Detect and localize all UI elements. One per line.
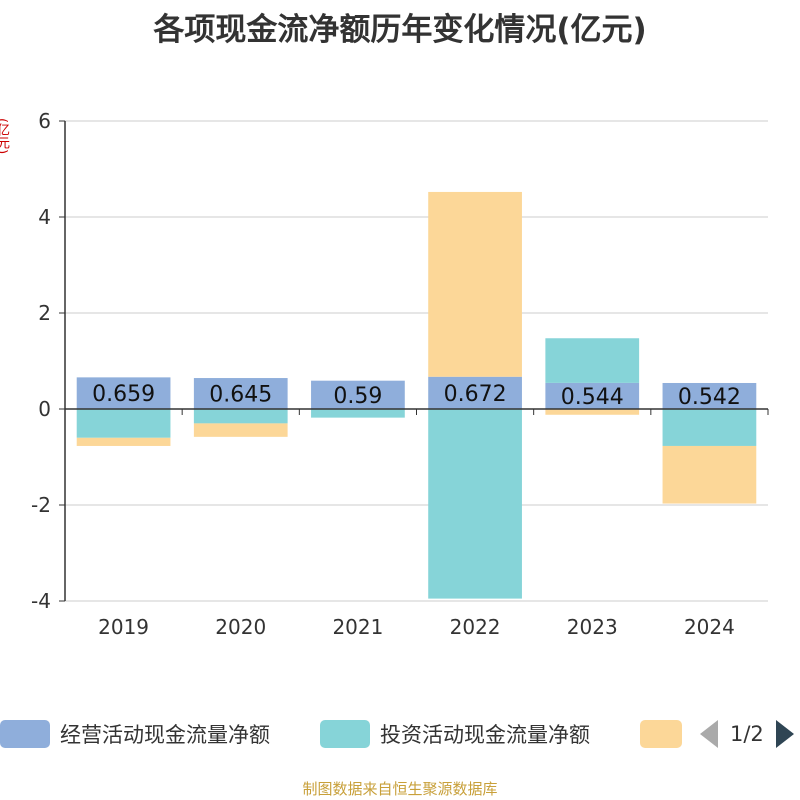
data-label-2019: 0.659: [92, 382, 155, 407]
y-tick-label: 2: [38, 301, 51, 325]
x-tick-label: 2022: [450, 615, 501, 639]
bar-2024-series-0: [662, 382, 757, 409]
data-label-2021: 0.59: [333, 384, 382, 409]
legend-pager: 1/2: [700, 714, 794, 754]
x-tick-label: 2023: [567, 615, 618, 639]
data-label-2023: 0.544: [561, 385, 624, 410]
y-tick-label: 0: [38, 397, 51, 421]
x-tick-label: 2024: [684, 615, 735, 639]
bar-2019-series-0: [76, 377, 171, 409]
y-axis-unit: (亿元): [0, 118, 9, 155]
bar-2021-series-1: [311, 409, 405, 418]
bar-2023-series-1: [545, 338, 640, 383]
pager-prev-icon[interactable]: [700, 720, 718, 748]
legend-swatch-operating: [0, 720, 50, 748]
legend-swatch-third: [640, 720, 682, 748]
data-labels: 0.659 0.645 0.59 0.672 0.544 0.542: [92, 382, 741, 410]
bar-2022-series-0: [428, 376, 522, 409]
bar-2019-series-1: [76, 409, 171, 438]
data-label-2024: 0.542: [678, 385, 741, 410]
x-tick-label: 2020: [215, 615, 266, 639]
x-tick-label: 2019: [98, 615, 149, 639]
source-note: 制图数据来自恒生聚源数据库: [302, 780, 498, 798]
legend-item-operating[interactable]: 经营活动现金流量净额: [0, 714, 270, 754]
axes: -4 -2 0 2 4 6 2019 2020 2021 2022 2023 2024: [31, 109, 769, 639]
bar-2020-series-2: [193, 423, 288, 437]
data-label-2020: 0.645: [209, 383, 272, 408]
y-tick-label: -4: [31, 589, 51, 613]
pager-text: 1/2: [730, 722, 764, 746]
bar-2020-series-0: [193, 378, 288, 409]
legend-label-investing: 投资活动现金流量净额: [380, 723, 590, 747]
bar-2023-series-0: [545, 382, 640, 409]
bar-2021-series-0: [311, 380, 405, 409]
bar-2020-series-1: [193, 409, 288, 424]
bar-2024-series-2: [662, 445, 757, 504]
legend-label-operating: 经营活动现金流量净额: [60, 723, 270, 747]
bar-2019-series-2: [76, 437, 171, 446]
y-tick-label: -2: [31, 493, 51, 517]
grid-lines: [65, 120, 768, 602]
bar-2024-series-1: [662, 409, 757, 446]
legend-swatch-investing: [320, 720, 370, 748]
bar-2022-series-1: [428, 409, 522, 599]
bars: [76, 191, 757, 599]
y-tick-label: 4: [38, 205, 51, 229]
legend-item-third[interactable]: [640, 714, 692, 754]
chart-title: 各项现金流净额历年变化情况(亿元): [153, 12, 647, 48]
x-tick-label: 2021: [332, 615, 383, 639]
legend-item-investing[interactable]: 投资活动现金流量净额: [320, 714, 590, 754]
y-tick-label: 6: [38, 109, 51, 133]
legend: 经营活动现金流量净额 投资活动现金流量净额 1/2: [0, 714, 800, 754]
bar-2022-series-2: [428, 191, 522, 377]
bar-2023-series-2: [545, 409, 640, 415]
data-label-2022: 0.672: [444, 382, 507, 407]
pager-next-icon[interactable]: [775, 720, 794, 748]
